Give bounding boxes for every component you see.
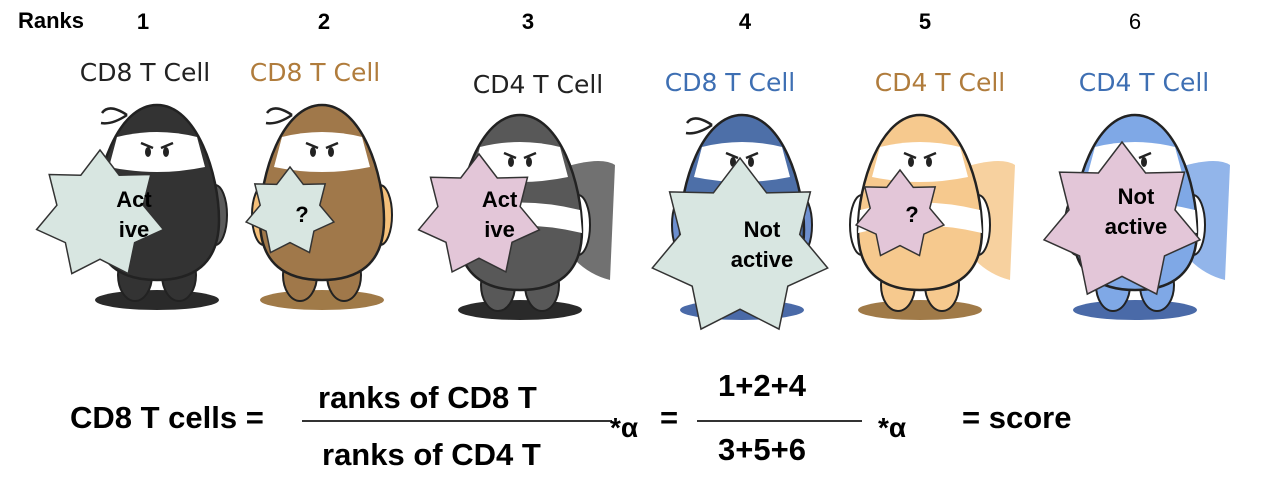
cell-title: CD4 T Cell	[472, 70, 604, 99]
formula-numerator-values: 1+2+4	[718, 368, 806, 403]
eye	[145, 147, 151, 157]
cell-title: CD4 T Cell	[874, 68, 1006, 97]
brow	[903, 151, 937, 160]
formula-denominator-values: 3+5+6	[718, 432, 806, 467]
status-badge	[651, 156, 829, 331]
brow	[725, 151, 759, 160]
status-badge	[1042, 140, 1202, 296]
badge-line: ive	[118, 217, 150, 242]
headband-knot	[100, 107, 128, 125]
brow	[503, 151, 537, 160]
alpha-factor: *α	[878, 412, 907, 443]
cell-title: CD4 T Cell	[1078, 68, 1210, 97]
formula-lhs: CD8 T cells =	[70, 400, 264, 435]
badge-line: Act	[481, 187, 518, 212]
rank-number: 6	[1128, 9, 1142, 34]
alpha-factor: *α	[610, 412, 639, 443]
status-badge-text: Not active	[1072, 182, 1200, 242]
eye	[310, 147, 316, 157]
eye	[1141, 157, 1147, 167]
badge-line: Act	[116, 187, 152, 212]
eye	[748, 157, 754, 167]
eye	[508, 157, 514, 167]
rank-number: 2	[317, 9, 331, 34]
formula-denominator: ranks of CD4 T	[322, 437, 541, 472]
badge-line: ?	[905, 202, 919, 227]
status-badge	[35, 148, 165, 275]
badge-line: ive	[484, 217, 515, 242]
fraction-line	[302, 420, 612, 422]
eye	[926, 157, 932, 167]
rank-number: 3	[521, 9, 535, 34]
badge-line: ?	[295, 202, 309, 227]
rank-number: 1	[136, 9, 150, 34]
face-band	[109, 132, 205, 172]
eye	[328, 147, 334, 157]
badge-line: Not	[743, 217, 781, 242]
rank-number: 5	[918, 9, 932, 34]
status-badge-text: Act ive	[450, 185, 549, 245]
cell-title: CD8 T Cell	[79, 58, 211, 87]
status-badge-text: ?	[266, 200, 338, 230]
face-band	[274, 132, 370, 172]
brow	[305, 141, 339, 150]
status-badge-text: ?	[876, 200, 948, 230]
rank-number: 4	[738, 9, 752, 34]
brow	[140, 141, 174, 150]
badge-line: active	[730, 247, 794, 272]
status-badge	[244, 165, 336, 254]
status-badge-text: Act ive	[82, 185, 186, 245]
face-band	[872, 142, 968, 182]
eye	[908, 157, 914, 167]
headband-knot	[685, 117, 713, 135]
formula-equals: =	[660, 400, 679, 435]
ground-shadow	[1073, 300, 1197, 320]
headband-knot	[265, 107, 293, 125]
ranks-label: Ranks	[18, 8, 85, 33]
badge-line: active	[1104, 214, 1168, 239]
formula-result: = score	[962, 400, 1072, 435]
status-badge-text: Not active	[690, 215, 834, 275]
fraction-line	[697, 420, 862, 422]
badge-line: Not	[1117, 184, 1155, 209]
cell-title: CD8 T Cell	[249, 58, 381, 87]
eye	[526, 157, 532, 167]
formula-numerator: ranks of CD8 T	[318, 380, 537, 415]
cell-title: CD8 T Cell	[664, 68, 796, 97]
status-badge	[417, 152, 541, 274]
eye	[163, 147, 169, 157]
face-band	[472, 142, 568, 182]
status-badge	[854, 168, 946, 257]
